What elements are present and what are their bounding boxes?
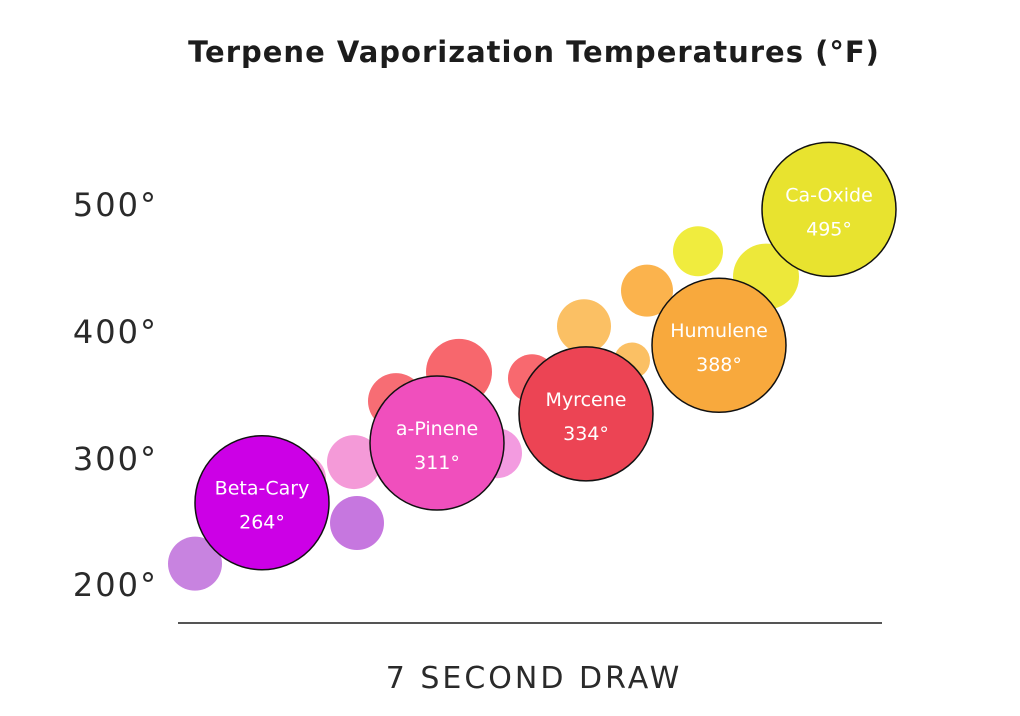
x-axis-label: 7 SECOND DRAW bbox=[386, 661, 683, 696]
bubble-group-beta-cary: Beta-Cary 264° bbox=[194, 434, 330, 571]
bubble-beta-cary bbox=[194, 434, 330, 571]
y-tick-label-200: 200° bbox=[73, 566, 158, 604]
y-tick-label-300: 300° bbox=[73, 440, 158, 478]
bubble-name-label: Beta-Cary bbox=[215, 478, 310, 500]
y-tick-label-400: 400° bbox=[73, 313, 158, 351]
bubble-ca-oxide bbox=[761, 141, 897, 278]
bubble-myrcene bbox=[518, 346, 654, 482]
bubble-value-label: 264° bbox=[239, 512, 285, 534]
background-bubble-ca-oxide-1 bbox=[673, 226, 723, 277]
bubble-name-label: Humulene bbox=[670, 320, 768, 342]
y-tick-label-500: 500° bbox=[73, 186, 158, 224]
background-bubble-beta-cary-2 bbox=[330, 496, 384, 551]
bubble-value-label: 495° bbox=[806, 218, 852, 240]
background-bubble-a-pinene-2 bbox=[327, 435, 381, 490]
bubble-humulene bbox=[651, 277, 787, 413]
bubble-name-label: Myrcene bbox=[546, 389, 627, 411]
bubble-name-label: Ca-Oxide bbox=[785, 184, 873, 206]
background-bubble-beta-cary-1 bbox=[168, 536, 222, 591]
bubble-a-pinene bbox=[369, 375, 505, 511]
bubble-value-label: 388° bbox=[696, 354, 742, 376]
main-bubbles: Beta-Cary 264° a-Pinene 311° Myrcene 334° Humu… bbox=[194, 141, 897, 571]
chart-title: Terpene Vaporization Temperatures (°F) bbox=[188, 35, 880, 69]
bubble-group-humulene: Humulene 388° bbox=[651, 277, 787, 413]
bubble-value-label: 311° bbox=[414, 452, 460, 474]
background-bubble-humulene-1 bbox=[557, 299, 611, 354]
bubble-name-label: a-Pinene bbox=[396, 418, 478, 440]
bubble-group-myrcene: Myrcene 334° bbox=[518, 346, 654, 482]
bubble-group-a-pinene: a-Pinene 311° bbox=[369, 375, 505, 511]
bubble-group-ca-oxide: Ca-Oxide 495° bbox=[761, 141, 897, 278]
background-bubble-humulene-3 bbox=[621, 264, 673, 317]
bubble-value-label: 334° bbox=[563, 423, 609, 445]
